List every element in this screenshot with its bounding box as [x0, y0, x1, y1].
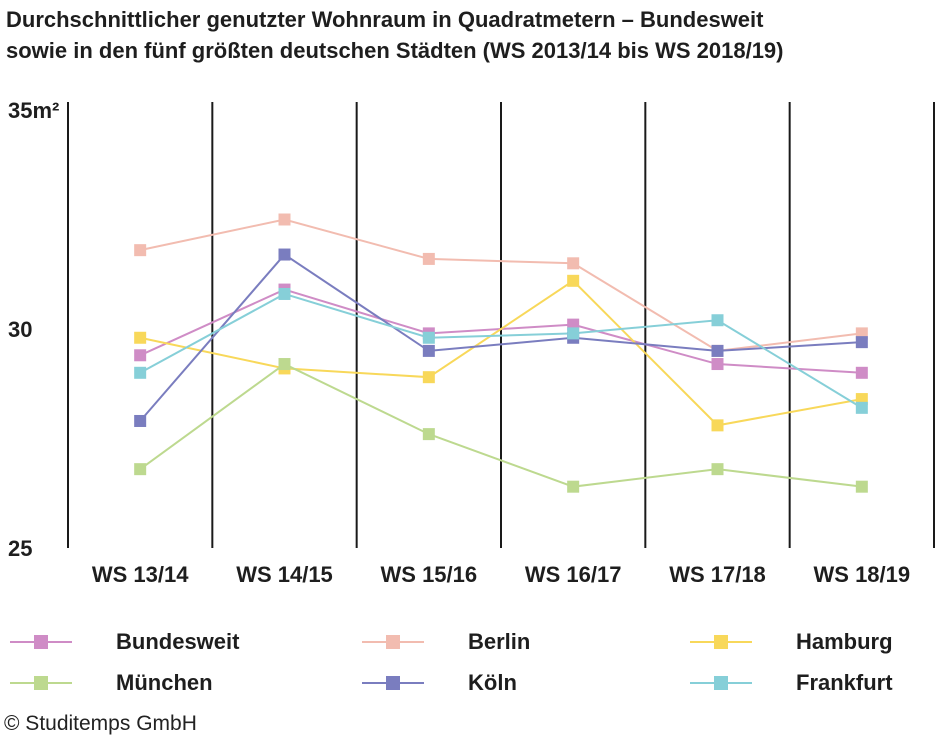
data-point-koeln — [278, 248, 291, 261]
y-tick-label: 25 — [8, 536, 32, 561]
copyright: © Studitemps GmbH — [4, 712, 197, 735]
data-point-hamburg — [711, 419, 724, 432]
legend-item-frankfurt: Frankfurt — [690, 668, 893, 698]
legend-item-muenchen: München — [10, 668, 213, 698]
line-chart: 35m² 30 25 WS 13/14 WS 14/15 WS 15/16 WS 16/17… — [8, 98, 935, 587]
legend-item-koeln: Köln — [362, 668, 517, 698]
data-point-frankfurt — [855, 401, 868, 414]
legend-label-koeln: Köln — [468, 670, 517, 695]
data-point-muenchen — [278, 358, 291, 371]
legend-swatch-muenchen — [10, 668, 72, 698]
data-point-berlin — [134, 244, 147, 257]
series-line-hamburg — [139, 279, 863, 427]
legend-item-bundesweit: Bundesweit — [10, 627, 239, 657]
legend-label-bundesweit: Bundesweit — [116, 629, 240, 654]
data-point-muenchen — [134, 463, 147, 476]
y-tick-label: 35m² — [8, 98, 59, 123]
data-point-bundesweit — [134, 349, 147, 362]
chart-title: Durchschnittlicher genutzter Wohnraum in… — [6, 4, 926, 66]
data-point-koeln — [855, 336, 868, 349]
legend-label-muenchen: München — [116, 670, 213, 695]
x-tick-label: WS 17/18 — [669, 562, 766, 587]
series-line-frankfurt — [139, 292, 863, 409]
data-point-hamburg — [134, 331, 147, 344]
data-point-koeln — [422, 344, 435, 357]
data-point-koeln — [711, 344, 724, 357]
legend-label-frankfurt: Frankfurt — [796, 670, 893, 695]
data-point-frankfurt — [278, 287, 291, 300]
x-tick-label: WS 15/16 — [381, 562, 478, 587]
data-point-muenchen — [711, 463, 724, 476]
legend-swatch-bundesweit — [10, 627, 72, 657]
data-point-bundesweit — [711, 358, 724, 371]
data-point-muenchen — [567, 480, 580, 493]
legend-label-berlin: Berlin — [468, 629, 531, 654]
series-line-muenchen — [139, 362, 862, 488]
data-point-muenchen — [855, 480, 868, 493]
legend-item-berlin: Berlin — [362, 627, 530, 657]
chart-title-line-2: sowie in den fünf größten deutschen Städ… — [6, 38, 784, 63]
data-point-berlin — [278, 213, 291, 226]
series-line-berlin — [139, 218, 862, 352]
data-point-hamburg — [567, 274, 580, 287]
x-tick-label: WS 16/17 — [525, 562, 622, 587]
chart-title-line-1: Durchschnittlicher genutzter Wohnraum in… — [6, 7, 764, 32]
x-tick-label: WS 13/14 — [92, 562, 189, 587]
legend-swatch-hamburg — [690, 627, 752, 657]
x-tick-label: WS 14/15 — [236, 562, 333, 587]
data-point-hamburg — [422, 371, 435, 384]
data-point-berlin — [567, 257, 580, 270]
series-line-koeln — [139, 253, 862, 422]
data-point-frankfurt — [134, 366, 147, 379]
legend-swatch-frankfurt — [690, 668, 752, 698]
data-point-berlin — [422, 252, 435, 265]
x-tick-label: WS 18/19 — [814, 562, 911, 587]
data-point-frankfurt — [422, 331, 435, 344]
legend-swatch-koeln — [362, 668, 424, 698]
legend-swatch-berlin — [362, 627, 424, 657]
data-point-frankfurt — [567, 327, 580, 340]
data-point-frankfurt — [711, 314, 724, 327]
data-point-muenchen — [422, 428, 435, 441]
data-point-koeln — [134, 414, 147, 427]
data-point-bundesweit — [855, 366, 868, 379]
y-tick-label: 30 — [8, 317, 32, 342]
legend-item-hamburg: Hamburg — [690, 627, 893, 657]
legend-label-hamburg: Hamburg — [796, 629, 893, 654]
